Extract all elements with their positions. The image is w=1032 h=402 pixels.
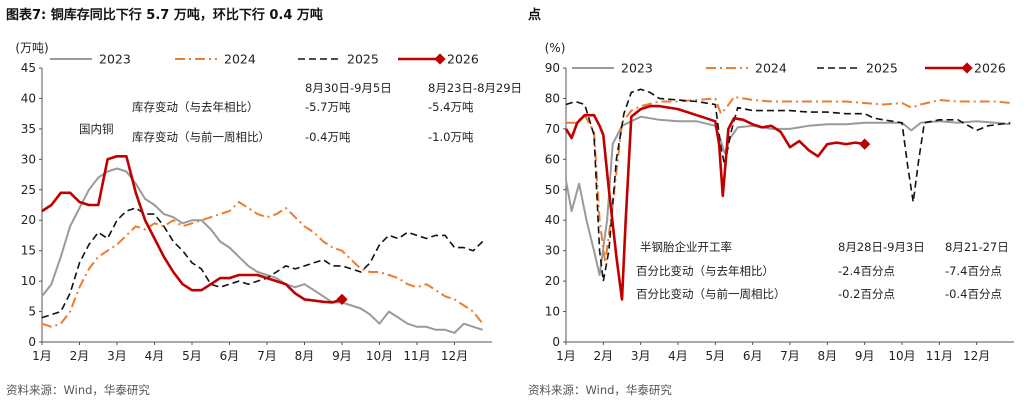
- right-chart-title: 点: [528, 7, 541, 23]
- annotation-row-value: -1.0万吨: [428, 130, 474, 144]
- series-end-marker-2026: [859, 138, 871, 150]
- annotation-header: 8月23日-8月29日: [428, 81, 522, 95]
- legend-label-2024: 2024: [755, 61, 787, 76]
- annotation-row-value: -7.4百分点: [945, 264, 1002, 278]
- annotation-row-value: -5.4万吨: [428, 100, 474, 114]
- x-tick-label: 5月: [706, 349, 726, 363]
- x-tick-label: 3月: [631, 349, 651, 363]
- annotation-row-label: 百分比变动（与去年相比）: [636, 264, 774, 278]
- y-axis-unit-label: (万吨): [15, 41, 48, 55]
- y-tick-label: 20: [545, 274, 560, 288]
- x-tick-label: 7月: [780, 349, 800, 363]
- annotation-row-value: -0.4百分点: [945, 287, 1002, 301]
- x-tick-label: 2月: [594, 349, 614, 363]
- x-tick-label: 8月: [295, 349, 315, 363]
- right-chart-source: 资料来源：Wind，华泰研究: [528, 383, 672, 397]
- x-tick-label: 2月: [70, 349, 90, 363]
- series-line-2024: [41, 201, 484, 328]
- y-tick-label: 35: [21, 122, 36, 136]
- right-tire-utilization-chart: 0 10 20 30 40 50 60 70 80 90 (%) 1月 2月 3月 4月 5月 6月 7月 8月 9月…: [545, 41, 1014, 363]
- annotation-side-label: 国内铜: [79, 122, 114, 136]
- annotation-header: 8月28日-9月3日: [838, 240, 925, 254]
- y-tick-label: 5: [28, 305, 36, 319]
- left-chart-source: 资料来源：Wind，华泰研究: [6, 383, 150, 397]
- y-tick-label: 20: [21, 213, 36, 227]
- x-tick-label: 12月: [441, 349, 468, 363]
- legend-marker-2026: [434, 53, 446, 65]
- y-tick-label: 10: [545, 305, 560, 319]
- y-tick-label: 45: [21, 61, 36, 75]
- series-line-2026: [41, 155, 343, 304]
- x-tick-label: 11月: [926, 349, 953, 363]
- x-tick-label: 4月: [145, 349, 165, 363]
- y-tick-label: 90: [545, 61, 560, 75]
- y-tick-label: 25: [21, 183, 36, 197]
- x-tick-label: 5月: [182, 349, 202, 363]
- y-tick-label: 70: [545, 122, 560, 136]
- y-axis-unit-label: (%): [545, 41, 566, 55]
- series-line-2025: [565, 88, 1011, 282]
- annotation-row-value: -2.4百分点: [838, 264, 895, 278]
- left-chart-title: 图表7: 铜库存同比下行 5.7 万吨，环比下行 0.4 万吨: [6, 7, 323, 23]
- y-tick-label: 50: [545, 183, 560, 197]
- series-line-2026: [564, 104, 865, 301]
- annotation-header: 8月30日-9月5日: [305, 81, 392, 95]
- x-tick-label: 3月: [107, 349, 127, 363]
- y-tick-label: 10: [21, 274, 36, 288]
- x-tick-label: 6月: [220, 349, 240, 363]
- annotation-header: 8月21-27日: [945, 240, 1009, 254]
- x-tick-label: 12月: [963, 349, 990, 363]
- series-line-2023: [565, 115, 1011, 276]
- annotation-row-label: 百分比变动（与前一周相比）: [636, 287, 786, 301]
- y-tick-label: 80: [545, 91, 560, 105]
- x-tick-label: 10月: [888, 349, 915, 363]
- legend-label-2025: 2025: [347, 52, 379, 67]
- y-tick-label: 15: [21, 244, 36, 258]
- legend-marker-2026: [961, 62, 973, 74]
- legend-label-2026: 2026: [447, 52, 479, 67]
- x-tick-label: 9月: [332, 349, 352, 363]
- annotation-row-value: -0.2百分点: [838, 287, 895, 301]
- series-end-marker-2026: [336, 293, 348, 306]
- series-line-2023: [41, 167, 483, 334]
- legend-label-2024: 2024: [224, 52, 256, 67]
- legend-label-2025: 2025: [866, 61, 898, 76]
- legend-label-2023: 2023: [621, 61, 653, 76]
- annotation-header: 半钢胎企业开工率: [640, 240, 732, 254]
- legend-label-2026: 2026: [974, 61, 1006, 76]
- legend-label-2023: 2023: [99, 52, 131, 67]
- y-tick-label: 0: [552, 335, 560, 349]
- x-tick-label: 1月: [556, 349, 576, 363]
- series-line-2025: [41, 207, 484, 319]
- x-tick-label: 4月: [668, 349, 688, 363]
- annotation-row-label: 库存变动（与去年相比）: [132, 100, 259, 114]
- x-tick-label: 9月: [855, 349, 875, 363]
- annotation-row-value: -5.7万吨: [305, 100, 351, 114]
- annotation-row-value: -0.4万吨: [305, 130, 351, 144]
- annotation-row-label: 库存变动（与前一周相比）: [132, 130, 270, 144]
- x-tick-label: 7月: [257, 349, 277, 363]
- x-tick-label: 1月: [32, 349, 52, 363]
- x-tick-label: 6月: [743, 349, 763, 363]
- x-tick-label: 11月: [403, 349, 430, 363]
- y-tick-label: 40: [545, 213, 560, 227]
- y-tick-label: 30: [21, 152, 36, 166]
- x-tick-label: 10月: [366, 349, 393, 363]
- x-tick-label: 8月: [818, 349, 838, 363]
- y-tick-label: 40: [21, 91, 36, 105]
- y-tick-label: 30: [545, 244, 560, 258]
- y-tick-label: 0: [28, 335, 36, 349]
- y-tick-label: 60: [545, 152, 560, 166]
